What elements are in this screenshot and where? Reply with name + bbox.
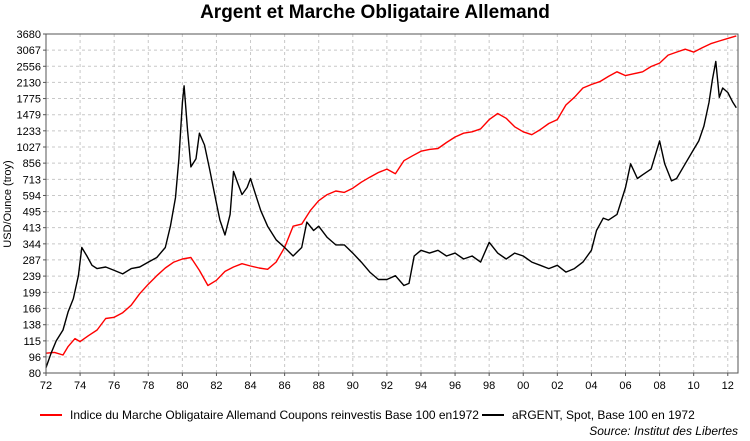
y-tick-label: 2556 bbox=[17, 61, 41, 73]
x-tick-label: 02 bbox=[551, 380, 563, 392]
x-tick-label: 94 bbox=[415, 380, 427, 392]
x-tick-label: 80 bbox=[176, 380, 188, 392]
source-note: Source: Institut des Libertes bbox=[589, 424, 738, 438]
x-tick-label: 96 bbox=[449, 380, 461, 392]
y-tick-label: 1479 bbox=[17, 110, 41, 122]
x-tick-label: 82 bbox=[210, 380, 222, 392]
y-tick-label: 199 bbox=[23, 287, 41, 299]
series-line-bond-index bbox=[45, 35, 737, 356]
y-tick-label: 594 bbox=[23, 190, 41, 202]
x-tick-label: 74 bbox=[74, 380, 86, 392]
x-tick-label: 78 bbox=[142, 380, 154, 392]
x-tick-label: 98 bbox=[483, 380, 495, 392]
y-tick-label: 2130 bbox=[17, 77, 41, 89]
legend-item-silver: aRGENT, Spot, Base 100 en 1972 bbox=[482, 408, 695, 422]
legend-label-silver: aRGENT, Spot, Base 100 en 1972 bbox=[512, 408, 695, 422]
y-tick-label: 1775 bbox=[17, 94, 41, 106]
legend-swatch-black bbox=[482, 414, 504, 416]
grid-layer bbox=[45, 33, 738, 374]
legend-swatch-red bbox=[40, 414, 62, 416]
x-tick-label: 08 bbox=[653, 380, 665, 392]
x-tick-label: 76 bbox=[108, 380, 120, 392]
x-tick-label: 86 bbox=[278, 380, 290, 392]
y-tick-label: 713 bbox=[23, 174, 41, 186]
x-tick-label: 00 bbox=[517, 380, 529, 392]
x-tick-label: 72 bbox=[40, 380, 52, 392]
x-tick-label: 04 bbox=[585, 380, 597, 392]
x-tick-label: 88 bbox=[313, 380, 325, 392]
legend-item-bond-index: Indice du Marche Obligataire Allemand Co… bbox=[40, 408, 479, 422]
chart-title: Argent et Marche Obligataire Allemand bbox=[200, 2, 550, 23]
y-tick-label: 287 bbox=[23, 255, 41, 267]
x-tick-label: 10 bbox=[688, 380, 700, 392]
x-tick-label: 12 bbox=[722, 380, 734, 392]
y-tick-label: 115 bbox=[23, 336, 41, 348]
y-tick-label: 495 bbox=[23, 207, 41, 219]
y-tick-label: 1027 bbox=[17, 142, 41, 154]
legend: Indice du Marche Obligataire Allemand Co… bbox=[40, 408, 740, 426]
x-tick-label: 06 bbox=[619, 380, 631, 392]
x-axis-ticks: 72 74 76 78 80 82 84 86 88 90 92 94 96 98 00 02 04 06 08 10… bbox=[40, 373, 734, 392]
y-tick-label: 413 bbox=[23, 223, 41, 235]
y-tick-label: 3067 bbox=[17, 45, 41, 57]
y-axis-label: USD/Ounce (troy) bbox=[2, 160, 14, 247]
plot-area-frame bbox=[45, 33, 739, 374]
x-tick-label: 84 bbox=[244, 380, 256, 392]
y-tick-label: 856 bbox=[23, 158, 41, 170]
y-tick-label: 80 bbox=[29, 368, 41, 380]
y-tick-label: 3680 bbox=[17, 29, 41, 41]
y-tick-label: 138 bbox=[23, 320, 41, 332]
legend-label-bond-index: Indice du Marche Obligataire Allemand Co… bbox=[70, 408, 479, 422]
series-line-silver bbox=[45, 60, 737, 368]
y-axis-ticks: 80 96 115 138 166 199 239 287 344 413 495 594 713 856… bbox=[17, 29, 46, 380]
y-tick-label: 239 bbox=[23, 271, 41, 283]
y-tick-label: 344 bbox=[23, 239, 41, 251]
x-tick-label: 92 bbox=[381, 380, 393, 392]
x-tick-label: 90 bbox=[347, 380, 359, 392]
y-tick-label: 166 bbox=[23, 303, 41, 315]
series-layer bbox=[45, 35, 737, 368]
y-tick-label: 1233 bbox=[17, 126, 41, 138]
y-tick-label: 96 bbox=[29, 352, 41, 364]
